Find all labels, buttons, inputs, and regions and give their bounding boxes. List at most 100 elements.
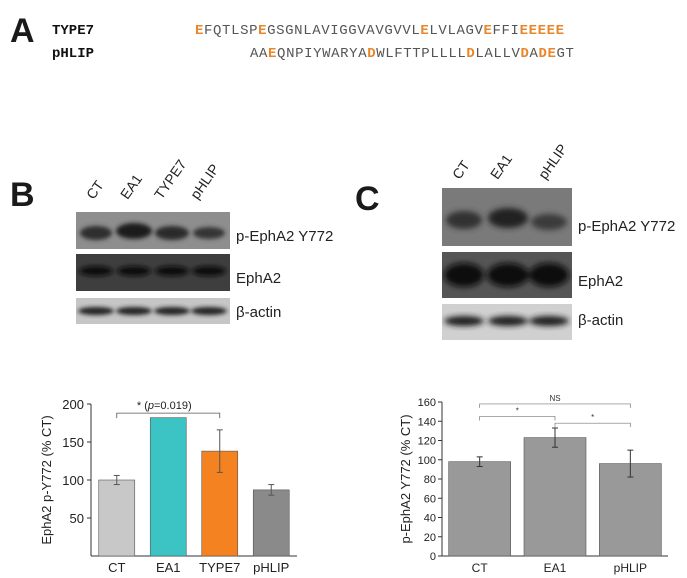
residue: L [493, 46, 503, 62]
residue: L [429, 23, 439, 39]
residue: L [447, 23, 457, 39]
western-blot-c [442, 188, 572, 340]
residue: I [330, 23, 340, 39]
bar-phlip [599, 463, 662, 557]
residue: G [348, 23, 358, 39]
residue: V [375, 23, 385, 39]
residue: V [474, 23, 484, 39]
residue: F [501, 23, 511, 39]
residue: V [393, 23, 403, 39]
y-tick-label: 100 [62, 473, 84, 488]
lane-label-ct: CT [82, 177, 107, 202]
residue: A [366, 23, 376, 39]
residue: L [430, 46, 440, 62]
y-axis-label: EphA2 p-Y772 (% CT) [39, 415, 54, 544]
y-tick-label: 120 [418, 436, 436, 448]
residue: E [195, 23, 205, 39]
x-tick-label: pHLIP [253, 560, 289, 575]
residue: G [465, 23, 475, 39]
residue: L [439, 46, 449, 62]
residue: E [547, 46, 557, 62]
residue: N [286, 46, 296, 62]
residue: W [376, 46, 386, 62]
western-blot-b [76, 212, 230, 324]
panel-b-letter: B [10, 176, 35, 214]
residue: E [555, 23, 565, 39]
residue: L [411, 23, 421, 39]
bar-chart-b: 50 100 150 200 CT EA1 TYPE7 pHLIP EphA2 p-Y772 (… [39, 397, 297, 575]
bar-ct [98, 479, 136, 557]
residue: R [340, 46, 350, 62]
residue: G [556, 46, 566, 62]
residue: Q [213, 23, 223, 39]
y-tick-label: 60 [424, 493, 436, 505]
residue: T [565, 46, 575, 62]
residue: V [357, 23, 367, 39]
residue: V [402, 23, 412, 39]
residue: S [276, 23, 286, 39]
sequence-name-phlip: pHLIP [52, 46, 95, 62]
sequence-name-type7: TYPE7 [52, 23, 95, 39]
sequence-type7: EFQTLSPEGSGNLAVIGGVAVGVVLELVLAGVEFFIEEEE… [195, 23, 565, 39]
residue: P [421, 46, 431, 62]
residue: D [466, 46, 476, 62]
significance-label: * (p=0.019) [137, 400, 192, 412]
significance-bracket [116, 412, 221, 419]
residue: G [339, 23, 349, 39]
residue: G [267, 23, 277, 39]
sequence-phlip: AAEQNPIYWARYADWLFTTPLLLLDLALLVDADEGT [250, 46, 575, 62]
residue: V [438, 23, 448, 39]
x-tick-label: EA1 [156, 560, 181, 575]
lane-label-type7: TYPE7 [150, 156, 190, 202]
residue: A [250, 46, 260, 62]
residue: Y [349, 46, 359, 62]
residue: Y [313, 46, 323, 62]
panel-a-letter: A [10, 12, 35, 50]
significance-label: * [516, 406, 519, 415]
residue: T [403, 46, 413, 62]
residue: F [492, 23, 502, 39]
lane-label-ea1-c: EA1 [486, 151, 516, 182]
residue: L [457, 46, 467, 62]
significance-bracket [554, 422, 631, 428]
residue: E [268, 46, 278, 62]
y-tick-label: 140 [418, 416, 436, 428]
y-axis-label: p-EphA2 Y772 (% CT) [398, 414, 413, 543]
residue: A [259, 46, 269, 62]
residue: N [294, 23, 304, 39]
residue: T [412, 46, 422, 62]
blot-label-p-epha2-b: p-EphA2 Y772 [236, 228, 334, 245]
blot-label-epha2-b: EphA2 [236, 270, 282, 287]
residue: L [448, 46, 458, 62]
y-tick-label: 100 [418, 455, 436, 467]
residue: I [510, 23, 520, 39]
y-tick-label: 200 [62, 397, 84, 412]
y-tick-label: 0 [430, 551, 436, 563]
x-tick-label: EA1 [544, 561, 567, 575]
x-tick-label: CT [108, 560, 125, 575]
residue: L [231, 23, 241, 39]
y-tick-label: 20 [424, 532, 436, 544]
residue: E [420, 23, 430, 39]
y-tick-label: 40 [424, 513, 436, 525]
residue: I [304, 46, 314, 62]
residue: E [519, 23, 529, 39]
lane-label-ea1: EA1 [116, 171, 146, 202]
residue: E [483, 23, 493, 39]
y-tick-label: 160 [418, 397, 436, 409]
residue: A [358, 46, 368, 62]
residue: E [537, 23, 547, 39]
x-tick-label: CT [472, 561, 489, 575]
panel-c-letter: C [355, 180, 380, 218]
y-tick-label: 150 [62, 435, 84, 450]
residue: P [295, 46, 305, 62]
lane-label-phlip: pHLIP [186, 160, 223, 202]
significance-bracket [479, 403, 631, 408]
residue: S [240, 23, 250, 39]
residue: F [394, 46, 404, 62]
blot-label-actin-c: β-actin [578, 312, 624, 329]
residue: D [538, 46, 548, 62]
residue: G [384, 23, 394, 39]
residue: E [528, 23, 538, 39]
residue: A [312, 23, 322, 39]
